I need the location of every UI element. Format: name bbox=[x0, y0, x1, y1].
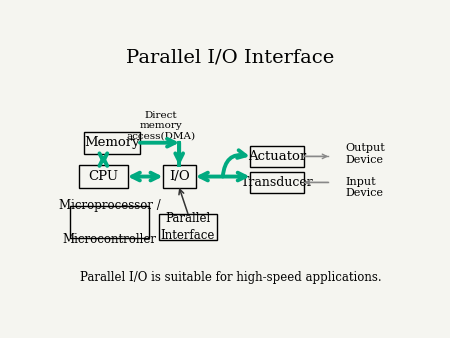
FancyBboxPatch shape bbox=[250, 146, 304, 167]
Text: Input
Device: Input Device bbox=[346, 177, 384, 198]
FancyBboxPatch shape bbox=[162, 166, 196, 188]
Text: Transducer: Transducer bbox=[240, 176, 313, 189]
Text: Parallel I/O Interface: Parallel I/O Interface bbox=[126, 48, 335, 67]
FancyBboxPatch shape bbox=[79, 166, 128, 188]
FancyBboxPatch shape bbox=[84, 132, 140, 154]
Text: I/O: I/O bbox=[169, 170, 189, 183]
Text: Parallel
Interface: Parallel Interface bbox=[161, 212, 215, 242]
Text: Microprocessor /

Microcontroller: Microprocessor / Microcontroller bbox=[58, 199, 160, 246]
Text: Actuator: Actuator bbox=[248, 150, 306, 163]
FancyBboxPatch shape bbox=[159, 214, 217, 240]
Text: Memory: Memory bbox=[84, 136, 140, 149]
Text: Parallel I/O is suitable for high-speed applications.: Parallel I/O is suitable for high-speed … bbox=[80, 271, 382, 284]
FancyBboxPatch shape bbox=[70, 206, 148, 238]
FancyBboxPatch shape bbox=[250, 172, 304, 193]
Text: Direct
memory
access(DMA): Direct memory access(DMA) bbox=[126, 111, 195, 141]
Text: Output
Device: Output Device bbox=[346, 143, 386, 165]
Text: CPU: CPU bbox=[88, 170, 118, 183]
